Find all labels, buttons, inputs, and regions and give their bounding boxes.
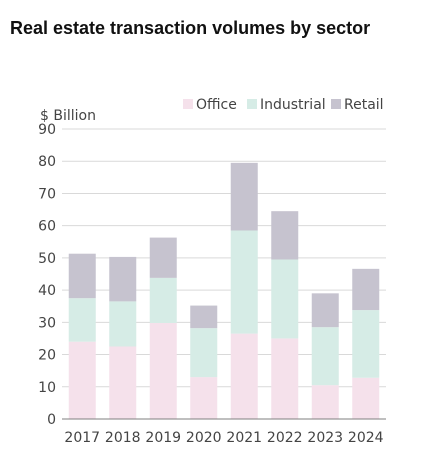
y-tick-label: 0 xyxy=(47,412,56,428)
y-tick-label: 80 xyxy=(38,154,56,170)
bar-office-2023 xyxy=(311,385,339,419)
bar-office-2024 xyxy=(352,377,380,419)
x-tick-label: 2019 xyxy=(145,430,181,446)
bar-industrial-2024 xyxy=(352,310,380,378)
bar-industrial-2022 xyxy=(271,259,299,339)
legend-label-office: Office xyxy=(196,97,237,113)
legend-label-industrial: Industrial xyxy=(260,97,326,113)
legend: Office Industrial Retail xyxy=(183,97,384,113)
y-tick-label: 70 xyxy=(38,186,56,202)
bar-office-2018 xyxy=(109,346,137,419)
bar-office-2019 xyxy=(149,322,177,419)
y-tick-label: 10 xyxy=(38,380,56,396)
bar-industrial-2018 xyxy=(109,301,137,347)
chart-title: Real estate transaction volumes by secto… xyxy=(10,18,371,38)
y-tick-label: 90 xyxy=(38,122,56,138)
y-tick-label: 20 xyxy=(38,348,56,364)
x-axis-ticks: 2017 2018 2019 2020 2021 2022 2023 2024 xyxy=(64,430,383,446)
x-tick-label: 2020 xyxy=(186,430,222,446)
bar-retail-2017 xyxy=(68,253,96,299)
y-axis-ticks: 0 10 20 30 40 50 60 70 80 90 xyxy=(38,122,56,428)
bar-industrial-2021 xyxy=(230,230,258,334)
x-tick-label: 2018 xyxy=(105,430,141,446)
bar-retail-2024 xyxy=(352,268,380,311)
bar-office-2017 xyxy=(68,341,96,419)
bar-office-2021 xyxy=(230,333,258,419)
y-tick-label: 50 xyxy=(38,251,56,267)
bar-retail-2021 xyxy=(230,162,258,231)
bar-industrial-2017 xyxy=(68,298,96,342)
y-tick-label: 30 xyxy=(38,315,56,331)
y-tick-label: 60 xyxy=(38,219,56,235)
x-tick-label: 2023 xyxy=(307,430,343,446)
y-tick-label: 40 xyxy=(38,283,56,299)
bar-retail-2020 xyxy=(190,305,218,329)
x-tick-label: 2017 xyxy=(64,430,100,446)
bar-office-2022 xyxy=(271,338,299,419)
bars xyxy=(68,162,380,419)
bar-office-2020 xyxy=(190,377,218,419)
bar-retail-2018 xyxy=(109,256,137,302)
bar-retail-2019 xyxy=(149,237,177,278)
legend-swatch-industrial xyxy=(247,99,257,109)
bar-industrial-2019 xyxy=(149,277,177,323)
x-tick-label: 2022 xyxy=(267,430,303,446)
bar-industrial-2023 xyxy=(311,327,339,386)
legend-swatch-retail xyxy=(331,99,341,109)
x-tick-label: 2024 xyxy=(348,430,384,446)
bar-retail-2023 xyxy=(311,293,339,328)
bar-industrial-2020 xyxy=(190,328,218,378)
bar-retail-2022 xyxy=(271,211,299,260)
legend-swatch-office xyxy=(183,99,193,109)
y-axis-unit-label: $ Billion xyxy=(40,108,96,124)
x-tick-label: 2021 xyxy=(226,430,262,446)
legend-label-retail: Retail xyxy=(344,97,384,113)
